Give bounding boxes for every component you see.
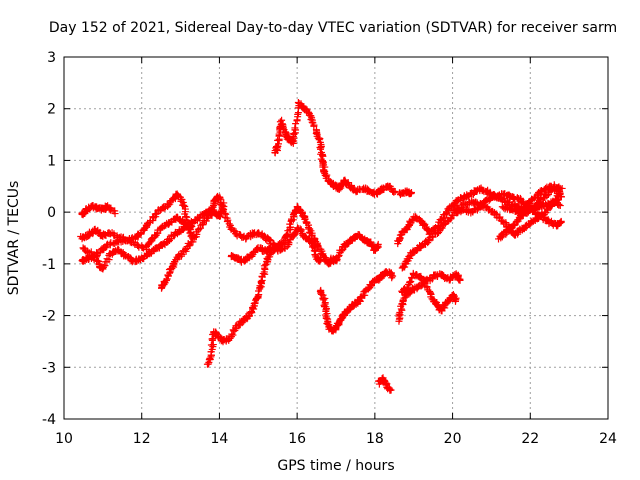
- data-point: [389, 272, 397, 280]
- data-point: [279, 123, 287, 131]
- data-point: [391, 188, 399, 196]
- series-track-s: [495, 197, 564, 243]
- data-point: [388, 274, 396, 282]
- chart-title: Day 152 of 2021, Sidereal Day-to-day VTE…: [49, 20, 617, 36]
- data-point: [152, 210, 160, 218]
- y-tick-label: -1: [42, 257, 56, 273]
- data-point: [217, 206, 225, 214]
- data-point: [182, 213, 190, 221]
- data-point: [105, 251, 113, 259]
- data-point: [290, 130, 298, 138]
- data-point: [209, 341, 217, 349]
- y-tick-label: -4: [42, 412, 56, 428]
- data-point: [558, 184, 566, 192]
- series-track-d: [79, 192, 325, 273]
- data-point: [111, 210, 119, 218]
- x-tick-label: 12: [133, 431, 151, 447]
- data-point: [419, 276, 427, 284]
- y-tick-label: -2: [42, 309, 56, 325]
- data-point: [260, 262, 268, 270]
- series-track-h: [271, 98, 399, 198]
- data-point: [216, 194, 224, 202]
- data-point: [257, 277, 265, 285]
- data-point: [222, 210, 230, 218]
- x-tick-label: 20: [444, 431, 462, 447]
- y-tick-label: 0: [47, 205, 56, 221]
- series-track-e: [158, 199, 228, 292]
- series-track-a: [78, 201, 119, 219]
- data-point: [283, 231, 291, 239]
- series-track-p: [398, 269, 460, 315]
- data-point: [259, 270, 267, 278]
- y-tick-label: 3: [47, 50, 56, 66]
- data-point: [153, 210, 161, 218]
- data-point: [196, 214, 204, 222]
- series-track-c: [78, 190, 197, 265]
- y-tick-label: -3: [42, 360, 56, 376]
- series-track-l: [395, 187, 415, 199]
- data-point: [285, 239, 293, 247]
- y-tick-label: 1: [47, 153, 56, 169]
- data-points: [77, 98, 566, 394]
- data-point: [220, 199, 228, 207]
- data-point: [338, 247, 346, 255]
- data-point: [395, 310, 403, 318]
- data-point: [440, 220, 448, 228]
- data-point: [555, 186, 563, 194]
- series-track-q: [452, 190, 565, 230]
- y-axis-label: SDTVAR / TECUs: [6, 181, 22, 296]
- data-point: [557, 218, 565, 226]
- data-point: [291, 124, 299, 132]
- data-point: [267, 245, 275, 253]
- data-point: [407, 189, 415, 197]
- data-point: [100, 263, 108, 271]
- x-tick-label: 16: [288, 431, 306, 447]
- data-point: [555, 200, 563, 208]
- series-track-g: [227, 244, 275, 266]
- data-point: [406, 278, 414, 286]
- data-point: [180, 201, 188, 209]
- x-tick-label: 14: [211, 431, 229, 447]
- data-point: [374, 240, 382, 248]
- data-point: [387, 386, 395, 394]
- series-track-j: [324, 231, 382, 268]
- plot-frame: [63, 56, 609, 420]
- x-tick-label: 10: [55, 431, 73, 447]
- y-tick-label: 2: [47, 102, 56, 118]
- series-track-i: [316, 268, 397, 335]
- data-point: [85, 232, 93, 240]
- data-point: [407, 277, 415, 285]
- data-point: [514, 227, 522, 235]
- data-point: [406, 254, 414, 262]
- data-point: [162, 277, 170, 285]
- x-tick-label: 22: [521, 431, 539, 447]
- x-tick-label: 18: [366, 431, 384, 447]
- series-track-k: [374, 374, 395, 394]
- y-axis-ticks: -4 -3 -2 -1 0 1 2 3: [42, 50, 608, 428]
- data-point: [543, 216, 551, 224]
- data-point: [451, 297, 459, 305]
- data-point: [459, 206, 467, 214]
- x-axis-label: GPS time / hours: [277, 458, 394, 474]
- data-point: [366, 238, 374, 246]
- x-axis-ticks: 10 12 14 16 18 20 22 24: [55, 57, 617, 447]
- data-point: [556, 202, 564, 210]
- x-tick-label: 24: [599, 431, 617, 447]
- data-point: [456, 275, 464, 283]
